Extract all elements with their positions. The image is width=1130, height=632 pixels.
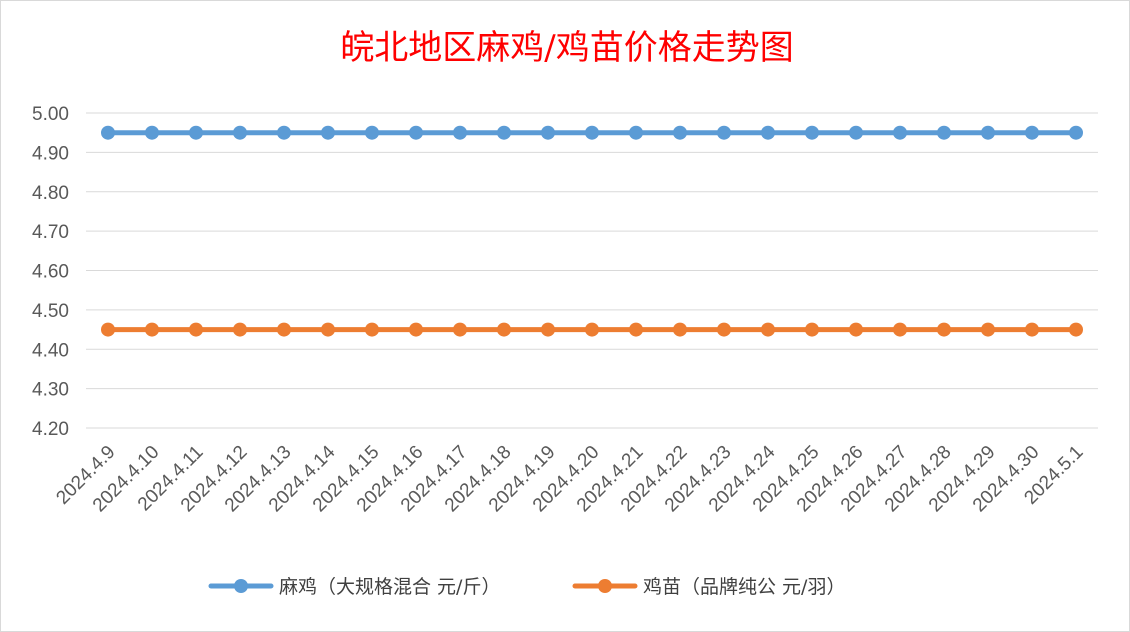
data-point (541, 125, 555, 140)
y-tick-label: 4.30 (32, 380, 69, 401)
gridlines (86, 112, 1098, 429)
data-point (1025, 322, 1039, 337)
data-point (893, 322, 907, 337)
x-axis-ticks: 2024.4.92024.4.102024.4.112024.4.122024.… (52, 441, 1087, 516)
series-1 (101, 125, 1083, 140)
data-point (1069, 322, 1083, 337)
data-point (453, 125, 467, 140)
data-point (761, 125, 775, 140)
y-tick-label: 4.60 (32, 262, 69, 283)
data-point (145, 322, 159, 337)
data-point (189, 125, 203, 140)
data-point (101, 322, 115, 337)
data-point (981, 125, 995, 140)
data-point (673, 322, 687, 337)
y-tick-label: 4.20 (32, 419, 69, 440)
series-layer (101, 125, 1083, 337)
y-tick-label: 5.00 (32, 104, 69, 125)
data-point (365, 322, 379, 337)
data-point (101, 125, 115, 140)
legend-item: 麻鸡（大规格混合 元/斤） (208, 576, 500, 598)
data-point (937, 125, 951, 140)
y-tick-label: 4.50 (32, 301, 69, 322)
legend-swatch-marker (598, 579, 612, 593)
data-point (761, 322, 775, 337)
y-axis-ticks: 4.20 4.30 4.40 4.50 4.60 4.70 4.80 4.90 5.00 (32, 104, 69, 440)
data-point (849, 125, 863, 140)
data-point (365, 125, 379, 140)
data-point (409, 322, 423, 337)
data-point (409, 125, 423, 140)
chart-title: 皖北地区麻鸡/鸡苗价格走势图 (340, 28, 793, 68)
data-point (717, 125, 731, 140)
data-point (497, 125, 511, 140)
y-tick-label: 4.90 (32, 143, 69, 164)
y-tick-label: 4.80 (32, 183, 69, 204)
data-point (981, 322, 995, 337)
legend-label: 麻鸡（大规格混合 元/斤） (279, 576, 500, 598)
data-point (541, 322, 555, 337)
data-point (1069, 125, 1083, 140)
series-2 (101, 322, 1083, 337)
legend-label: 鸡苗（品牌纯公 元/羽） (643, 576, 845, 598)
data-point (629, 322, 643, 337)
data-point (321, 125, 335, 140)
y-tick-label: 4.40 (32, 340, 69, 361)
data-point (321, 322, 335, 337)
legend-item: 鸡苗（品牌纯公 元/羽） (572, 576, 845, 598)
data-point (145, 125, 159, 140)
legend: 麻鸡（大规格混合 元/斤） 鸡苗（品牌纯公 元/羽） (208, 576, 845, 598)
data-point (453, 322, 467, 337)
data-point (233, 322, 247, 337)
data-point (937, 322, 951, 337)
y-tick-label: 4.70 (32, 222, 69, 243)
data-point (277, 125, 291, 140)
data-point (893, 125, 907, 140)
data-point (585, 322, 599, 337)
data-point (277, 322, 291, 337)
data-point (805, 322, 819, 337)
legend-swatch-marker (234, 579, 248, 593)
data-point (585, 125, 599, 140)
data-point (717, 322, 731, 337)
data-point (233, 125, 247, 140)
data-point (673, 125, 687, 140)
data-point (497, 322, 511, 337)
data-point (629, 125, 643, 140)
data-point (849, 322, 863, 337)
data-point (1025, 125, 1039, 140)
data-point (189, 322, 203, 337)
data-point (805, 125, 819, 140)
